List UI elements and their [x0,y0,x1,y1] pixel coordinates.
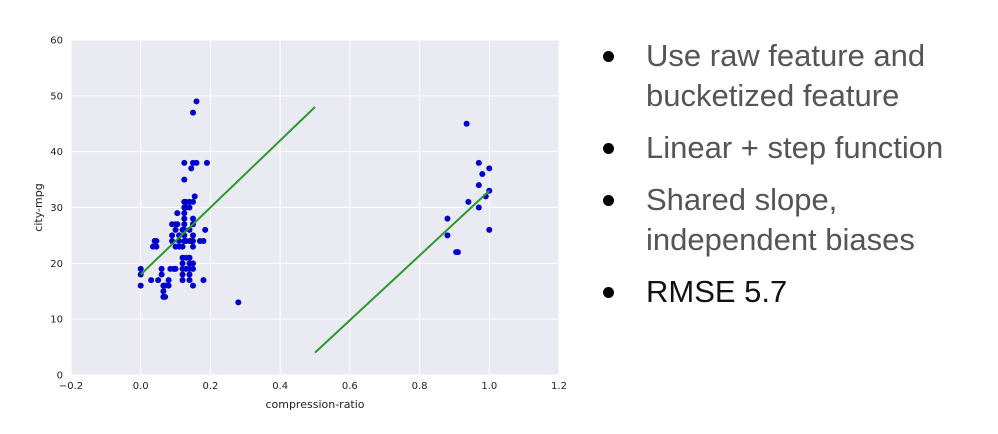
data-point [137,282,144,289]
data-point [235,299,242,306]
data-point [181,221,188,228]
data-point [158,265,165,272]
data-point [169,232,176,239]
y-axis-label: city-mpg [32,183,45,231]
fit-line [314,190,490,354]
data-point [190,238,196,244]
data-point [153,238,160,244]
bullet-dot-icon [603,51,614,62]
x-tick-label: −0.2 [59,381,83,392]
data-point [475,204,482,211]
data-point [190,198,196,205]
fit-line [140,106,316,276]
data-point [486,226,493,233]
data-point [191,193,198,200]
data-point [179,260,186,267]
data-point [193,159,200,166]
data-point [181,215,188,222]
data-point [486,165,493,172]
data-point [162,293,169,300]
y-tick-label: 40 [50,147,63,158]
data-point [165,282,172,289]
data-point [188,165,195,172]
data-point [158,271,165,278]
data-point [190,243,196,250]
x-tick-label: 0.2 [202,381,218,392]
data-point [174,221,181,228]
y-tick-label: 60 [50,36,63,47]
bullet-item-4: RMSE 5.7 [598,272,993,312]
bullet-item-1: Use raw feature and bucketized feature [598,36,993,116]
y-tick-label: 10 [50,315,63,326]
scatter-chart: −0.2 0.0 0.2 0.4 0.6 0.8 1.0 1.2 0 10 20 30 40 50 60 co… [32,36,567,412]
data-point [190,265,196,272]
data-point [193,98,200,105]
x-tick-label: 0.6 [342,381,358,392]
y-tick-label: 50 [50,91,63,102]
data-point [475,182,482,189]
x-tick-label: 0.4 [272,381,288,392]
data-point [186,271,193,278]
x-tick-label: 0.0 [133,381,149,392]
data-point [186,277,193,284]
bullet-text-1: Use raw feature and bucketized feature [646,38,926,113]
data-point [463,120,470,127]
x-tick-label: 1.0 [481,381,497,392]
data-point [203,159,210,166]
data-point [155,277,162,284]
data-point [165,277,172,284]
data-point [190,260,196,267]
data-point [200,238,207,244]
chart-svg: −0.2 0.0 0.2 0.4 0.6 0.8 1.0 1.2 0 10 20 30 40 50 60 co… [32,36,567,412]
x-axis-label: compression-ratio [265,398,364,411]
bullet-item-3: Shared slope, independent biases [598,180,993,260]
x-tick-label: 0.8 [412,381,428,392]
data-point [444,215,451,222]
data-point [465,198,472,205]
data-point [179,277,186,284]
bullet-text-4: RMSE 5.7 [646,274,788,309]
data-point [174,210,181,217]
data-point [202,226,209,233]
data-point [172,265,179,272]
y-tick-label: 30 [50,203,63,214]
data-point [153,243,160,250]
data-point [186,254,193,261]
data-point [181,159,188,166]
bullet-dot-icon [603,143,614,154]
x-tick-label: 1.2 [551,381,567,392]
data-point [190,109,196,116]
bullet-dot-icon [603,195,614,206]
bullet-item-2: Linear + step function [598,128,993,168]
data-point [190,215,196,222]
bullet-dot-icon [603,287,614,298]
y-tick-label: 0 [57,371,63,382]
data-point [479,171,486,177]
data-point [475,159,482,166]
data-point [179,271,186,278]
data-point [181,210,188,217]
data-point [181,176,188,183]
data-point [179,243,186,250]
data-point [190,282,196,289]
data-point [137,265,144,272]
data-point [148,277,155,284]
y-tick-label: 20 [50,259,63,270]
data-point [190,232,196,239]
bullet-list: Use raw feature and bucketized feature L… [598,36,993,324]
data-point [186,204,193,211]
bullet-text-3: Shared slope, independent biases [646,182,915,257]
data-point [444,232,451,239]
data-point [160,288,167,295]
data-point [200,277,207,284]
bullet-text-2: Linear + step function [646,130,944,165]
data-point [454,249,461,256]
data-point [172,226,179,233]
